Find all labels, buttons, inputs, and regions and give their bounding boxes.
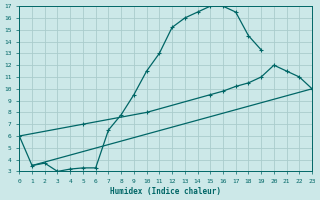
- X-axis label: Humidex (Indice chaleur): Humidex (Indice chaleur): [110, 187, 221, 196]
